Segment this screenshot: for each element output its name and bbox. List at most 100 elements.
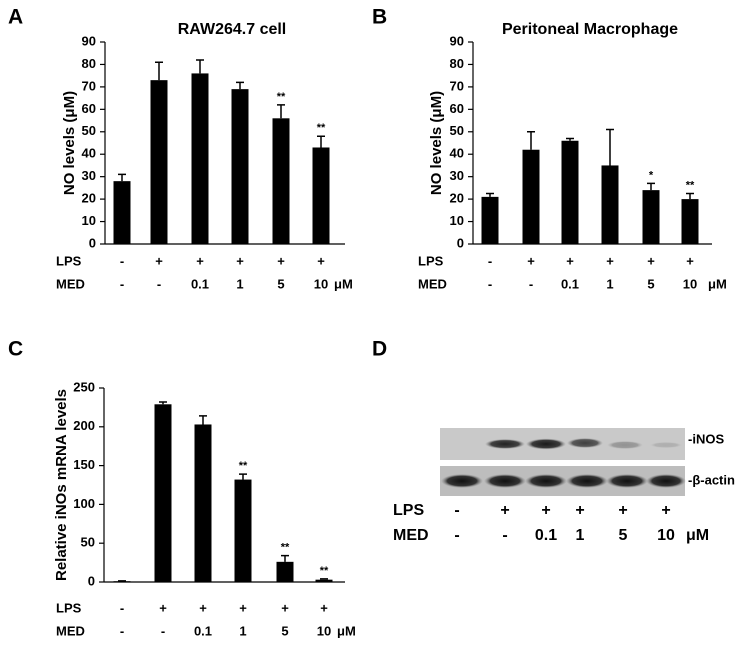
- row-value: +: [527, 253, 535, 268]
- row-value: -: [120, 623, 124, 638]
- blot-band: [607, 441, 643, 449]
- bar: [113, 581, 131, 582]
- row-value: -: [502, 527, 507, 544]
- bar: [150, 80, 168, 245]
- error-bar: [239, 473, 247, 480]
- row-value: +: [606, 253, 614, 268]
- row-label: LPS: [56, 600, 82, 615]
- band-label: -β-actin: [688, 472, 735, 487]
- row-value: 1: [239, 623, 246, 638]
- bar: [522, 149, 540, 244]
- row-value: +: [500, 502, 509, 519]
- y-axis-label: Relative iNOs mRNA levels: [53, 389, 70, 581]
- chart-title: RAW264.7 cell: [178, 21, 287, 38]
- row-value: +: [575, 502, 584, 519]
- row-value: +: [320, 600, 328, 615]
- y-tick-label: 20: [82, 191, 96, 206]
- error-bar: [281, 554, 289, 562]
- y-tick-label: 40: [82, 146, 96, 161]
- row-value: 1: [606, 276, 613, 291]
- row-value: +: [661, 502, 670, 519]
- bar: [231, 89, 249, 244]
- y-tick-label: 0: [457, 235, 464, 250]
- y-tick-label: 0: [89, 235, 96, 250]
- significance: *: [649, 169, 654, 181]
- row-value: +: [196, 253, 204, 268]
- error-bar: [606, 128, 614, 166]
- row-value: 10: [683, 276, 697, 291]
- significance: **: [239, 460, 248, 472]
- y-tick-label: 100: [73, 496, 95, 511]
- chart-title: Peritoneal Macrophage: [502, 21, 678, 38]
- row-value: 0.1: [561, 276, 579, 291]
- panel-letter: A: [8, 6, 23, 29]
- y-tick-label: 50: [82, 123, 96, 138]
- y-tick-label: 200: [73, 418, 95, 433]
- bar: [234, 479, 252, 582]
- blot-band: [566, 474, 608, 488]
- row-value: 10: [657, 527, 675, 544]
- row-value: 1: [236, 276, 243, 291]
- row-value: +: [618, 502, 627, 519]
- error-bar: [118, 173, 126, 182]
- row-value: 0.1: [194, 623, 212, 638]
- y-tick-label: 10: [82, 213, 96, 228]
- row-value: +: [541, 502, 550, 519]
- y-tick-label: 60: [82, 101, 96, 116]
- error-bar: [317, 135, 325, 148]
- y-tick-label: 90: [450, 33, 464, 48]
- row-value: 10: [314, 276, 328, 291]
- row-value: +: [239, 600, 247, 615]
- error-bar: [686, 192, 694, 200]
- y-tick-label: 150: [73, 457, 95, 472]
- y-tick-label: 60: [450, 101, 464, 116]
- bar: [194, 424, 212, 582]
- row-value: +: [155, 253, 163, 268]
- row-label: MED: [56, 276, 85, 291]
- row-value: 5: [281, 623, 288, 638]
- row-value: 0.1: [535, 527, 557, 544]
- panel-letter: D: [372, 338, 387, 361]
- bar: [642, 190, 660, 244]
- row-value: -: [454, 527, 459, 544]
- row-value: -: [161, 623, 165, 638]
- y-tick-label: 30: [450, 168, 464, 183]
- unit-label: μM: [708, 276, 727, 291]
- error-bar: [566, 137, 574, 141]
- blot-band: [646, 474, 686, 488]
- row-value: +: [566, 253, 574, 268]
- row-value: +: [686, 253, 694, 268]
- unit-label: μM: [334, 276, 353, 291]
- row-value: +: [277, 253, 285, 268]
- row-value: +: [647, 253, 655, 268]
- row-value: 5: [619, 527, 628, 544]
- row-value: -: [120, 253, 124, 268]
- blot-band: [567, 438, 603, 448]
- row-value: +: [159, 600, 167, 615]
- bar: [154, 404, 172, 582]
- bar: [681, 199, 699, 244]
- row-value: 10: [317, 623, 331, 638]
- row-value: -: [157, 276, 161, 291]
- panel-letter: B: [372, 6, 387, 29]
- y-tick-label: 90: [82, 33, 96, 48]
- y-axis-label: NO levels (μM): [61, 91, 78, 195]
- band-label: -iNOS: [688, 431, 724, 446]
- y-tick-label: 50: [450, 123, 464, 138]
- error-bar: [159, 401, 167, 405]
- significance: **: [317, 122, 326, 134]
- error-bar: [155, 61, 163, 81]
- significance: **: [281, 542, 290, 554]
- bar: [113, 181, 131, 244]
- unit-label: μM: [686, 527, 709, 544]
- row-label: LPS: [56, 253, 82, 268]
- row-value: 0.1: [191, 276, 209, 291]
- blot-band: [484, 474, 526, 488]
- y-tick-label: 250: [73, 379, 95, 394]
- y-tick-label: 0: [88, 573, 95, 588]
- error-bar: [196, 59, 204, 74]
- significance: **: [320, 565, 329, 577]
- row-value: 5: [647, 276, 654, 291]
- row-value: -: [454, 502, 459, 519]
- bar: [312, 147, 330, 244]
